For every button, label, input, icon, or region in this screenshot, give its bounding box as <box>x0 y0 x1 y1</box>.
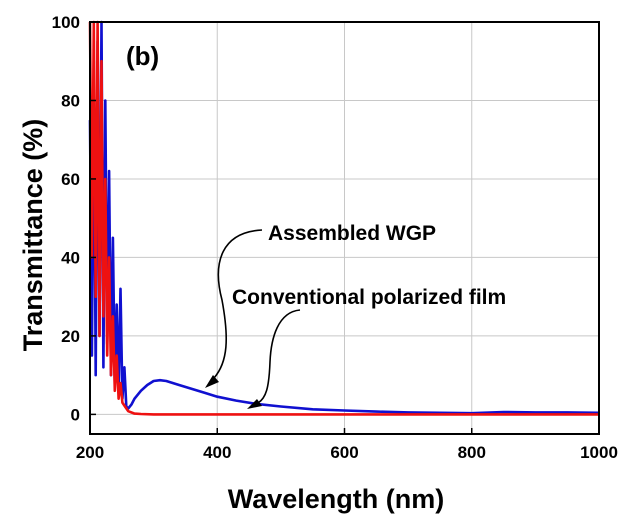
arrow-assembled-wgp <box>213 229 263 379</box>
annotation-assembled-wgp: Assembled WGP <box>268 222 436 245</box>
y-tick-label: 40 <box>61 248 80 267</box>
x-tick-label: 1000 <box>580 443 618 462</box>
series-line-conventional-film <box>88 20 599 416</box>
x-tick-label: 600 <box>330 443 358 462</box>
y-tick-label: 100 <box>52 13 80 32</box>
arrowhead-assembled-wgp <box>205 375 219 388</box>
arrowhead-conventional-film <box>247 399 262 409</box>
y-tick-label: 20 <box>61 327 80 346</box>
y-tick-label: 80 <box>61 91 80 110</box>
x-tick-label: 200 <box>76 443 104 462</box>
y-tick-label: 0 <box>71 405 80 424</box>
y-axis-title: Transmittance (%) <box>18 119 48 352</box>
panel-label: (b) <box>126 41 159 71</box>
annotation-conventional-film: Conventional polarized film <box>232 286 506 309</box>
axis-ticks: 200 400 600 800 1000 0 20 40 60 80 100 <box>52 13 618 462</box>
series-layer <box>88 20 600 416</box>
y-tick-label: 60 <box>61 170 80 189</box>
arrow-conventional-film <box>257 309 301 404</box>
x-axis-title: Wavelength (nm) <box>228 484 445 514</box>
x-tick-label: 400 <box>203 443 231 462</box>
x-tick-label: 800 <box>458 443 486 462</box>
